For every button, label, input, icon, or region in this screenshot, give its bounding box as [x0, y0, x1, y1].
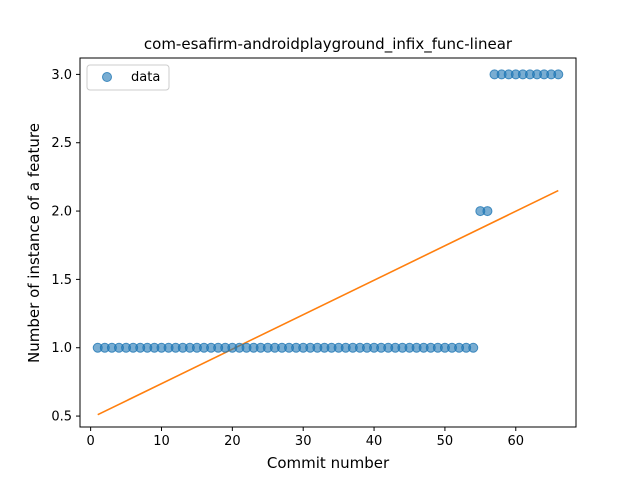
x-tick-label: 50	[437, 434, 454, 449]
x-tick-label: 0	[86, 434, 94, 449]
plot-area: 0 10 20 30 40 50 60 0.5 1.0 1.5 2.0 2.5 3.0	[51, 57, 577, 449]
plot-frame	[79, 57, 577, 428]
y-axis: 0.5 1.0 1.5 2.0 2.5 3.0	[51, 68, 80, 425]
x-tick-label: 30	[295, 434, 312, 449]
y-tick-label: 2.0	[51, 205, 72, 220]
x-tick-label: 40	[366, 434, 383, 449]
x-tick-label: 60	[507, 434, 524, 449]
chart-title: com-esafirm-androidplayground_infix_func…	[144, 35, 513, 54]
legend: data	[86, 64, 170, 91]
x-axis: 0 10 20 30 40 50 60	[86, 427, 524, 449]
y-tick-label: 2.5	[51, 136, 72, 151]
y-tick-label: 1.0	[51, 341, 72, 356]
y-tick-label: 3.0	[51, 68, 72, 83]
x-axis-label: Commit number	[267, 454, 390, 472]
legend-label: data	[131, 70, 160, 85]
fit-line	[97, 189, 559, 416]
legend-marker	[102, 72, 112, 82]
data-point	[468, 342, 479, 353]
fit-line-layer	[97, 189, 559, 416]
x-tick-label: 20	[224, 434, 241, 449]
legend-box	[86, 64, 170, 91]
data-point	[553, 69, 564, 80]
y-tick-label: 0.5	[51, 410, 72, 425]
x-tick-label: 10	[153, 434, 170, 449]
y-axis-label: Number of instance of a feature	[25, 123, 43, 363]
data-point	[482, 206, 493, 217]
y-tick-label: 1.5	[51, 273, 72, 288]
data-points-layer	[92, 69, 564, 353]
